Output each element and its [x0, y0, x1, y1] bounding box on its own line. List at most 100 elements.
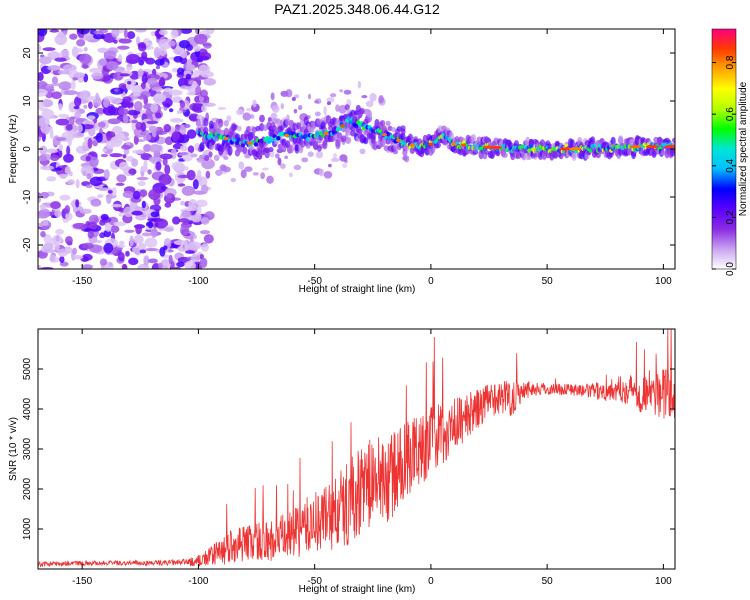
heatmap-cell [288, 172, 294, 178]
heatmap-cell [179, 200, 186, 206]
heatmap-cell [400, 133, 406, 141]
heatmap-cell [39, 56, 52, 65]
heatmap-cell [173, 49, 180, 53]
heatmap-cell [105, 131, 116, 138]
heatmap-cell [176, 110, 183, 115]
heatmap-cell [102, 148, 107, 153]
heatmap-cell [348, 120, 354, 125]
heatmap-cell [392, 141, 399, 151]
heatmap-cell [58, 113, 70, 118]
heatmap-cell [146, 120, 159, 125]
heatmap-cell [139, 189, 148, 198]
heatmap-cell [154, 59, 165, 66]
heatmap-cell [108, 262, 113, 268]
heatmap-cell [391, 126, 397, 133]
heatmap-cell [122, 154, 127, 159]
heatmap-cell [85, 120, 90, 125]
heatmap-cell [158, 29, 168, 36]
heatmap-cell [72, 132, 85, 139]
heatmap-cell [671, 137, 675, 143]
heatmap-cell [361, 94, 368, 99]
heatmap-cell [47, 65, 61, 71]
heatmap-cell [148, 125, 158, 133]
heatmap-cell [83, 104, 88, 109]
heatmap-cell [59, 255, 65, 264]
heatmap-cell [430, 145, 436, 154]
heatmap-cell [88, 214, 100, 224]
heatmap-peak [284, 133, 290, 138]
heatmap-cell [244, 166, 253, 172]
x-tick-label: -100 [188, 576, 208, 587]
x-tick-label: -150 [72, 576, 92, 587]
y-tick-label: 2000 [22, 477, 33, 500]
heatmap-peak [409, 143, 415, 147]
heatmap-cell [38, 192, 41, 197]
heatmap-cell [230, 177, 237, 183]
heatmap-cell [150, 211, 160, 218]
heatmap-cell [50, 83, 64, 87]
heatmap-cell [379, 119, 386, 127]
heatmap-cell [41, 99, 54, 108]
heatmap-peak [323, 131, 329, 135]
heatmap-cell [424, 146, 430, 156]
heatmap-peak [569, 147, 582, 151]
heatmap-cell [400, 128, 406, 136]
heatmap-cell [262, 139, 268, 147]
colorbar-tick-label: 0.8 [725, 55, 736, 69]
heatmap-cell [217, 106, 227, 110]
heatmap-cell [180, 29, 193, 34]
heatmap-cell [268, 147, 274, 153]
heatmap-cell [378, 95, 384, 104]
heatmap-cell [113, 39, 118, 44]
heatmap-cell [111, 203, 123, 208]
heatmap-cell [335, 139, 341, 150]
heatmap-cell [143, 133, 152, 141]
heatmap-cell [68, 171, 73, 177]
heatmap-cell [103, 51, 111, 57]
heatmap-cell [203, 234, 214, 244]
heatmap-cell [192, 179, 199, 190]
x-tick-label: -50 [307, 576, 322, 587]
heatmap-cell [95, 132, 103, 143]
heatmap-cell [140, 82, 146, 90]
heatmap-cell [249, 131, 255, 139]
heatmap-peak [645, 145, 658, 149]
x-tick-label: -100 [188, 276, 208, 287]
heatmap-cell [155, 65, 161, 70]
heatmap-cell [76, 91, 87, 99]
heatmap-cell [133, 134, 139, 145]
heatmap-cell [392, 149, 399, 155]
heatmap-cell [45, 148, 58, 154]
heatmap-cell [106, 194, 112, 205]
heatmap-cell [326, 97, 335, 103]
heatmap-cell [89, 176, 103, 187]
heatmap-cell [87, 230, 94, 239]
heatmap-cell [404, 155, 410, 163]
heatmap-cell [275, 153, 280, 159]
heatmap-cell [242, 112, 252, 121]
heatmap-cell [188, 198, 198, 209]
heatmap-cell [181, 185, 196, 196]
heatmap-cell [280, 103, 285, 110]
heatmap-cell [87, 115, 96, 120]
heatmap-cell [158, 47, 167, 57]
heatmap-cell [293, 164, 302, 171]
heatmap-cell [163, 245, 168, 251]
heatmap-cell [357, 80, 362, 89]
heatmap-peak [247, 141, 253, 145]
heatmap-cell [38, 222, 44, 228]
heatmap-cell [259, 123, 265, 132]
heatmap-cell [137, 180, 146, 187]
heatmap-cell [150, 227, 158, 238]
heatmap-cell [252, 172, 259, 176]
y-tick-label: -20 [22, 237, 33, 252]
heatmap-cell [178, 218, 190, 223]
heatmap-cell [108, 107, 121, 116]
heatmap-cell [322, 141, 328, 150]
heatmap-cell [123, 206, 134, 218]
heatmap-cell [185, 250, 195, 254]
heatmap-cell [104, 222, 112, 232]
heatmap-cell [259, 114, 265, 123]
snr-series-line [38, 329, 675, 568]
heatmap-cell [124, 229, 135, 233]
